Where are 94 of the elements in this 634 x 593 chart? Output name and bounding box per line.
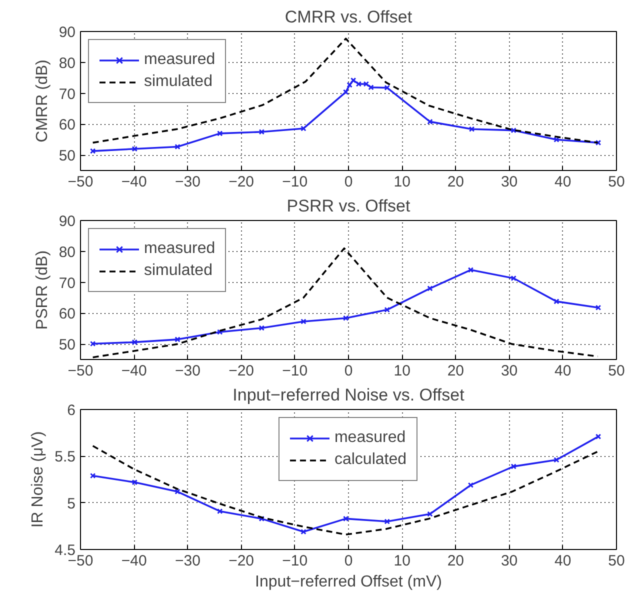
point (346, 82, 352, 88)
point (132, 479, 138, 486)
point (427, 286, 433, 292)
point (132, 339, 138, 346)
point (174, 488, 180, 495)
x-tick-label: −40 (121, 552, 147, 570)
x-tick-label: 10 (394, 362, 410, 380)
point (468, 482, 474, 488)
point (554, 457, 560, 463)
point (384, 84, 390, 91)
x-tick-label: −40 (121, 362, 147, 380)
x-tick-label: 40 (554, 174, 572, 190)
x-tick-label: 20 (447, 174, 464, 190)
legend-label: measured (144, 51, 216, 69)
x-tick-label: 0 (344, 362, 353, 380)
point (216, 130, 223, 136)
y-tick-label: 50 (58, 148, 76, 165)
x-tick-label: 40 (554, 362, 572, 380)
point (554, 136, 560, 142)
x-tick-label: −10 (282, 362, 308, 380)
x-tick-label: −30 (174, 552, 200, 570)
legend-label: measured (334, 429, 406, 447)
point (427, 118, 433, 125)
point (510, 464, 516, 470)
x-tick-label: −10 (282, 174, 308, 190)
point (174, 144, 180, 150)
point (132, 146, 138, 152)
chart-title: CMRR vs. Offset (284, 8, 412, 26)
x-tick-label: −50 (68, 362, 94, 380)
y-tick-label: 80 (58, 244, 76, 261)
y-tick-label: 50 (58, 336, 76, 354)
x-tick-label: −20 (228, 174, 254, 190)
y-tick-label: 60 (58, 116, 76, 134)
y-tick-label: 5.5 (54, 448, 76, 466)
chart-title: Input−referred Noise vs. Offset (232, 386, 465, 404)
legend-label: simulated (144, 73, 212, 91)
point (300, 126, 306, 132)
legend-label: simulated (144, 262, 212, 280)
x-tick-label: 10 (394, 552, 410, 570)
x-tick-label: 40 (554, 552, 572, 570)
point (216, 508, 223, 514)
point (350, 77, 356, 84)
x-tick-label: −10 (282, 552, 308, 570)
point (510, 127, 516, 134)
point (258, 129, 265, 135)
x-tick-label: 30 (500, 362, 518, 380)
point (342, 89, 349, 95)
y-axis-title: PSRR (dB) (34, 250, 51, 330)
chart-title: PSRR vs. Offset (286, 196, 410, 216)
x-tick-label: −20 (228, 552, 254, 570)
point (300, 528, 306, 535)
x-tick-label: 30 (500, 174, 518, 190)
y-tick-label: 90 (58, 213, 76, 230)
x-axis-title: Input−referred Offset (mV) (255, 574, 442, 590)
y-axis-title: IR Noise (μV) (30, 431, 47, 528)
y-tick-label: 90 (58, 24, 76, 41)
legend-label: measured (144, 240, 216, 258)
legend-label: calculated (334, 451, 407, 469)
point (216, 329, 223, 335)
x-tick-label: −20 (228, 362, 254, 380)
point (300, 318, 306, 324)
x-tick-label: −50 (68, 174, 94, 190)
point (258, 325, 265, 331)
point (174, 336, 180, 342)
x-tick-label: 50 (608, 174, 625, 190)
x-tick-label: 20 (447, 362, 464, 380)
x-tick-label: 0 (344, 552, 353, 570)
point (342, 315, 349, 321)
point (384, 518, 390, 524)
y-tick-label: 6 (67, 402, 76, 419)
point (554, 298, 560, 304)
y-tick-label: 70 (58, 86, 76, 103)
point (510, 275, 516, 282)
x-tick-label: 10 (394, 174, 410, 190)
x-tick-label: −40 (121, 174, 147, 190)
point (468, 267, 474, 273)
x-tick-label: 20 (447, 552, 464, 570)
x-tick-label: −30 (174, 362, 200, 380)
x-tick-label: 30 (500, 552, 518, 570)
point (384, 306, 390, 313)
y-tick-label: 5 (67, 495, 76, 512)
x-tick-label: 50 (608, 362, 625, 380)
point (342, 516, 349, 522)
point (258, 516, 265, 522)
y-axis-title: CMRR (dB) (34, 60, 51, 142)
x-tick-label: −30 (174, 174, 200, 190)
y-tick-label: 60 (58, 306, 76, 323)
y-tick-label: 80 (58, 54, 76, 72)
x-tick-label: 0 (344, 174, 353, 190)
x-tick-label: 50 (608, 552, 625, 570)
y-tick-label: 70 (58, 274, 76, 292)
y-tick-label: 4.5 (54, 542, 76, 559)
point (468, 126, 475, 132)
point (427, 511, 433, 517)
